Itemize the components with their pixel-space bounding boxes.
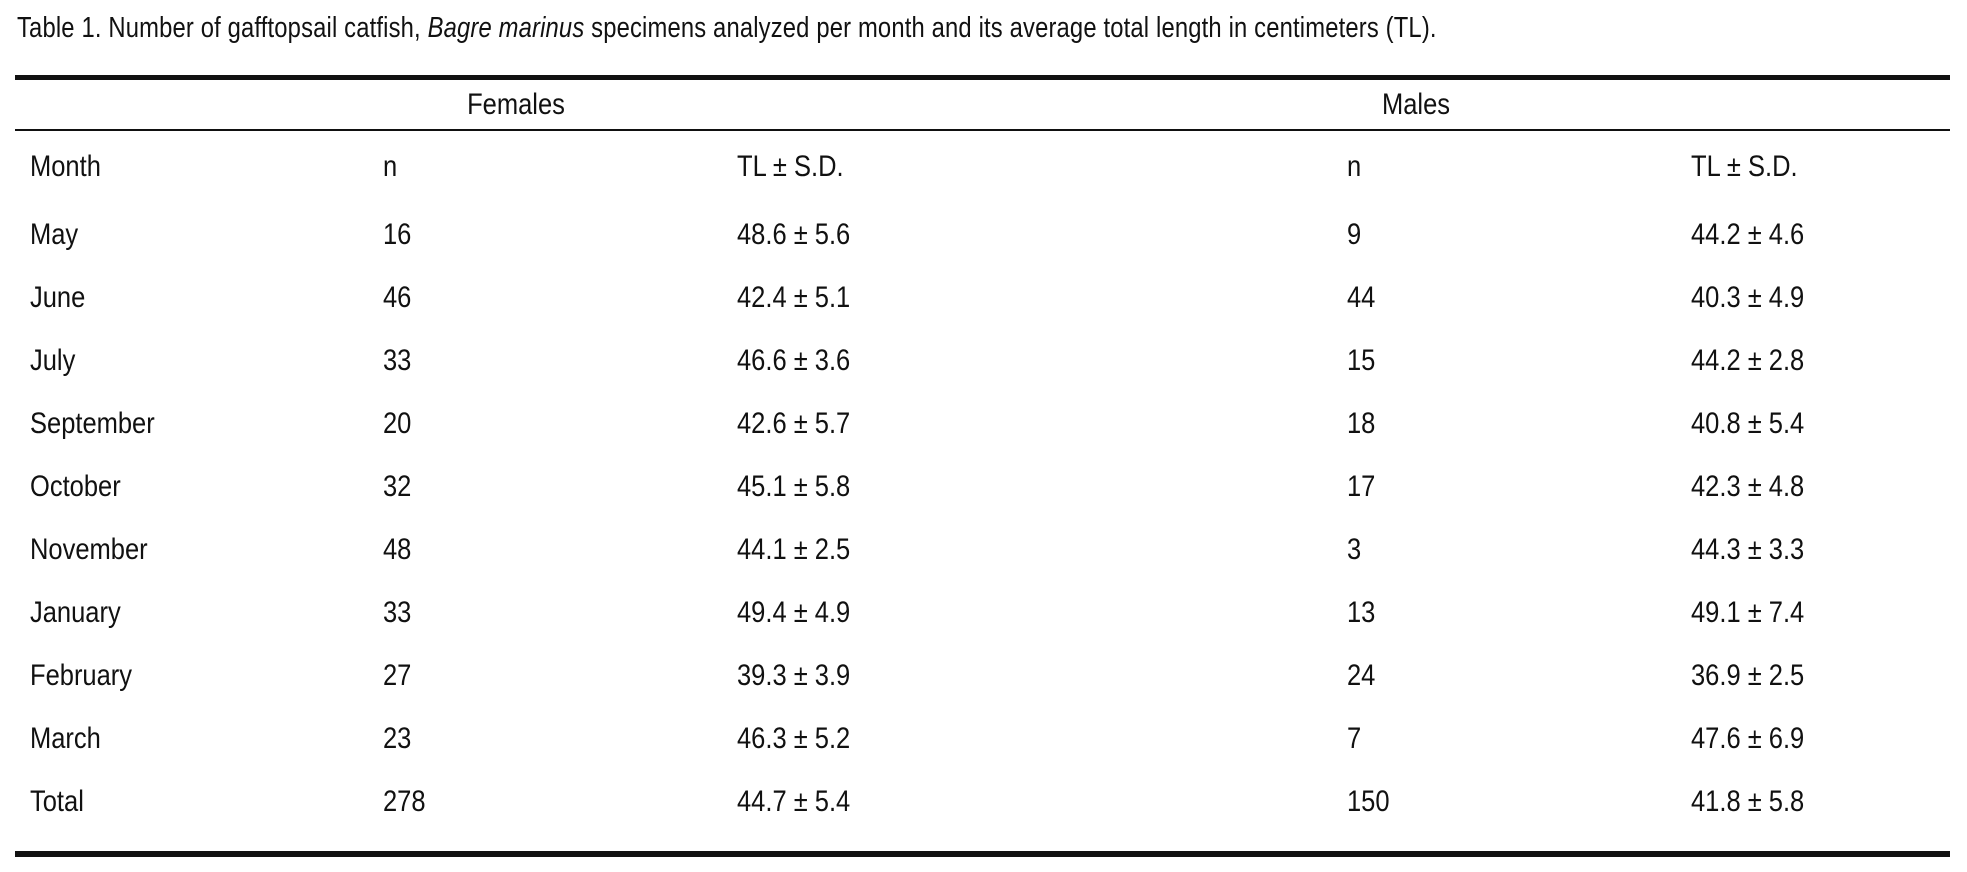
female-n-cell: 33 (383, 343, 412, 377)
month-cell: February (30, 658, 133, 692)
caption-suffix: specimens analyzed per month and its ave… (584, 12, 1437, 44)
table-row: October 32 45.1 ± 5.8 17 42.3 ± 4.8 (15, 455, 1950, 518)
table-row: February 27 39.3 ± 3.9 24 36.9 ± 2.5 (15, 644, 1950, 707)
male-tl-cell: 44.2 ± 4.6 (1691, 217, 1805, 251)
male-tl-cell: 44.2 ± 2.8 (1691, 343, 1805, 377)
table-row: January 33 49.4 ± 4.9 13 49.1 ± 7.4 (15, 581, 1950, 644)
male-n-cell: 15 (1347, 343, 1376, 377)
month-cell: September (30, 406, 155, 440)
male-n-cell: 9 (1347, 217, 1362, 251)
female-n-cell: 46 (383, 280, 412, 314)
male-n-cell: 44 (1347, 280, 1376, 314)
month-cell: Total (30, 784, 84, 818)
column-header-row: Month n TL ± S.D. n TL ± S.D. (15, 131, 1950, 203)
month-cell: July (30, 343, 76, 377)
table-row: July 33 46.6 ± 3.6 15 44.2 ± 2.8 (15, 329, 1950, 392)
female-tl-cell: 45.1 ± 5.8 (737, 469, 851, 503)
male-n-cell: 13 (1347, 595, 1376, 629)
male-tl-cell: 49.1 ± 7.4 (1691, 595, 1805, 629)
table-caption-text: Table 1. Number of gafftopsail catfish, … (17, 12, 1437, 45)
male-tl-cell: 36.9 ± 2.5 (1691, 658, 1805, 692)
table-caption: Table 1. Number of gafftopsail catfish, … (0, 0, 1967, 75)
month-cell: October (30, 469, 121, 503)
month-cell: March (30, 721, 101, 755)
female-n-cell: 16 (383, 217, 412, 251)
col-header-female-tl: TL ± S.D. (737, 150, 844, 183)
col-header-month: Month (30, 150, 101, 183)
table-row: September 20 42.6 ± 5.7 18 40.8 ± 5.4 (15, 392, 1950, 455)
male-tl-cell: 44.3 ± 3.3 (1691, 532, 1805, 566)
month-cell: May (30, 217, 79, 251)
table-body: May 16 48.6 ± 5.6 9 44.2 ± 4.6 June 46 4… (15, 203, 1950, 833)
female-tl-cell: 44.1 ± 2.5 (737, 532, 851, 566)
female-tl-cell: 44.7 ± 5.4 (737, 784, 851, 818)
col-header-male-tl: TL ± S.D. (1691, 150, 1798, 183)
header-rule (15, 129, 1950, 131)
male-n-cell: 150 (1347, 784, 1390, 818)
male-tl-cell: 40.3 ± 4.9 (1691, 280, 1805, 314)
table-header: Month n TL ± S.D. n TL ± S.D. (15, 131, 1950, 203)
group-header-females: Females (467, 87, 565, 121)
specimens-table: Month n TL ± S.D. n TL ± S.D. May 16 48.… (15, 131, 1950, 833)
month-cell: June (30, 280, 86, 314)
male-n-cell: 7 (1347, 721, 1362, 755)
month-cell: November (30, 532, 148, 566)
female-tl-cell: 46.6 ± 3.6 (737, 343, 851, 377)
month-cell: January (30, 595, 121, 629)
male-n-cell: 18 (1347, 406, 1376, 440)
group-header-males: Males (1381, 87, 1451, 121)
male-n-cell: 17 (1347, 469, 1376, 503)
female-n-cell: 20 (383, 406, 412, 440)
female-n-cell: 23 (383, 721, 412, 755)
female-n-cell: 48 (383, 532, 412, 566)
male-tl-cell: 47.6 ± 6.9 (1691, 721, 1805, 755)
female-n-cell: 27 (383, 658, 412, 692)
male-tl-cell: 40.8 ± 5.4 (1691, 406, 1805, 440)
female-tl-cell: 48.6 ± 5.6 (737, 217, 851, 251)
table-row: May 16 48.6 ± 5.6 9 44.2 ± 4.6 (15, 203, 1950, 266)
female-tl-cell: 42.6 ± 5.7 (737, 406, 851, 440)
species-name: Bagre marinus (427, 12, 585, 44)
table-row: March 23 46.3 ± 5.2 7 47.6 ± 6.9 (15, 707, 1950, 770)
table-row: November 48 44.1 ± 2.5 3 44.3 ± 3.3 (15, 518, 1950, 581)
male-tl-cell: 42.3 ± 4.8 (1691, 469, 1805, 503)
male-n-cell: 3 (1347, 532, 1362, 566)
caption-prefix: Table 1. Number of gafftopsail catfish, (17, 12, 428, 44)
col-header-female-n: n (383, 150, 398, 183)
female-n-cell: 33 (383, 595, 412, 629)
bottom-rule (15, 851, 1950, 857)
table-row: June 46 42.4 ± 5.1 44 40.3 ± 4.9 (15, 266, 1950, 329)
group-header-band: Females Males (0, 80, 1967, 129)
female-tl-cell: 49.4 ± 4.9 (737, 595, 851, 629)
male-tl-cell: 41.8 ± 5.8 (1691, 784, 1805, 818)
table-row: Total 278 44.7 ± 5.4 150 41.8 ± 5.8 (15, 770, 1950, 833)
female-n-cell: 278 (383, 784, 426, 818)
female-tl-cell: 46.3 ± 5.2 (737, 721, 851, 755)
female-tl-cell: 42.4 ± 5.1 (737, 280, 851, 314)
male-n-cell: 24 (1347, 658, 1376, 692)
female-tl-cell: 39.3 ± 3.9 (737, 658, 851, 692)
top-rule (15, 75, 1950, 80)
female-n-cell: 32 (383, 469, 412, 503)
col-header-male-n: n (1347, 150, 1362, 183)
